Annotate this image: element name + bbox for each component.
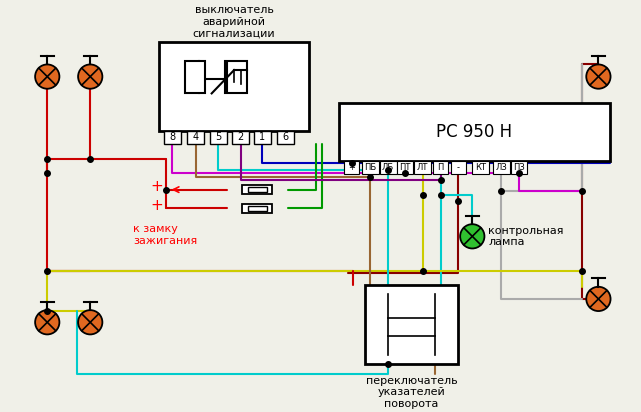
Bar xyxy=(185,61,205,94)
Circle shape xyxy=(78,64,103,89)
Bar xyxy=(248,187,267,192)
Bar xyxy=(232,131,249,144)
Text: -: - xyxy=(457,163,460,172)
Text: ПТ: ПТ xyxy=(399,163,411,172)
Text: выключатель
аварийной
сигнализации: выключатель аварийной сигнализации xyxy=(193,5,276,38)
Text: переключатель
указателей
поворота: переключатель указателей поворота xyxy=(366,375,458,409)
Bar xyxy=(397,161,413,174)
Bar xyxy=(414,161,431,174)
Text: ЛБ: ЛБ xyxy=(382,163,394,172)
Bar xyxy=(164,131,181,144)
Text: 4: 4 xyxy=(193,132,199,142)
Text: ЛТ: ЛТ xyxy=(417,163,428,172)
Bar xyxy=(210,131,227,144)
Bar xyxy=(365,285,458,364)
Bar xyxy=(277,131,294,144)
Circle shape xyxy=(460,224,485,248)
Bar xyxy=(242,204,272,213)
Bar xyxy=(380,161,397,174)
Text: +: + xyxy=(348,163,355,172)
Circle shape xyxy=(587,287,611,311)
Bar xyxy=(493,161,510,174)
Text: 5: 5 xyxy=(215,132,221,142)
Bar xyxy=(433,161,448,174)
Text: 1: 1 xyxy=(259,132,265,142)
Circle shape xyxy=(78,310,103,335)
Text: КТ: КТ xyxy=(475,163,487,172)
Bar xyxy=(248,206,267,211)
Text: ПБ: ПБ xyxy=(364,163,377,172)
Text: 6: 6 xyxy=(283,132,288,142)
Bar xyxy=(344,161,359,174)
Circle shape xyxy=(35,310,60,335)
Bar xyxy=(472,161,489,174)
Bar xyxy=(242,185,272,194)
Bar xyxy=(254,131,271,144)
Circle shape xyxy=(587,64,611,89)
Bar xyxy=(338,103,610,161)
Bar xyxy=(511,161,528,174)
Text: +: + xyxy=(150,198,163,213)
Text: ЛЗ: ЛЗ xyxy=(495,163,507,172)
Text: контрольная
лампа: контрольная лампа xyxy=(488,225,563,247)
Circle shape xyxy=(35,64,60,89)
Text: РС 950 Н: РС 950 Н xyxy=(436,123,512,141)
Bar xyxy=(362,161,379,174)
Text: ПЗ: ПЗ xyxy=(513,163,525,172)
Text: +: + xyxy=(150,179,163,194)
Bar xyxy=(160,42,309,131)
Text: 2: 2 xyxy=(238,132,244,142)
Bar xyxy=(451,161,466,174)
Bar xyxy=(187,131,204,144)
Text: 8: 8 xyxy=(169,132,176,142)
Bar xyxy=(227,61,247,94)
Text: к замку
зажигания: к замку зажигания xyxy=(133,224,197,246)
Text: П: П xyxy=(437,163,444,172)
